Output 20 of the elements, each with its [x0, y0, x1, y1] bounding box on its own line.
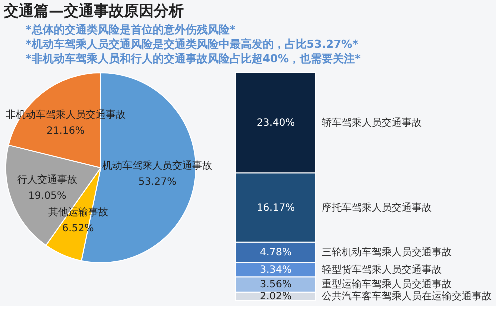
data-label: 3.34%: [260, 264, 292, 276]
series-label: 三轮机动车驾乘人员交通事故: [322, 246, 452, 259]
slice-label: 行人交通事故: [18, 174, 78, 186]
series-label: 轿车驾乘人员交通事故: [322, 117, 422, 130]
data-label: 23.40%: [256, 118, 296, 130]
data-label: 3.56%: [260, 280, 292, 291]
data-label: 16.17%: [256, 202, 296, 214]
series-label: 摩托车驾乘人员交通事故: [322, 202, 432, 214]
series-label: 重型运输车驾乘人员交通事故: [322, 278, 452, 291]
text: *机动车驾乘人员交通风险是交通类风险中最高发的，占比53.27%*: [26, 38, 359, 51]
data-label: 4.78%: [260, 248, 292, 259]
chart-title: 交通篇—交通事故原因分析: [3, 2, 184, 20]
series-label: 轻型货车驾乘人员交通事故: [322, 264, 442, 276]
text: *总体的交通类风险是首位的意外伤残风险*: [26, 23, 236, 36]
data-label: 53.27%: [138, 176, 177, 188]
data-label: 21.16%: [46, 126, 85, 138]
text: *非机动车驾乘人员和行人的交通事故风险占比超40%，也需要关注*: [26, 52, 362, 66]
data-label: 2.02%: [260, 292, 292, 303]
series-label: 公共汽车客车驾乘人员在运输交通事故: [322, 290, 492, 303]
data-label: 19.05%: [28, 190, 67, 202]
